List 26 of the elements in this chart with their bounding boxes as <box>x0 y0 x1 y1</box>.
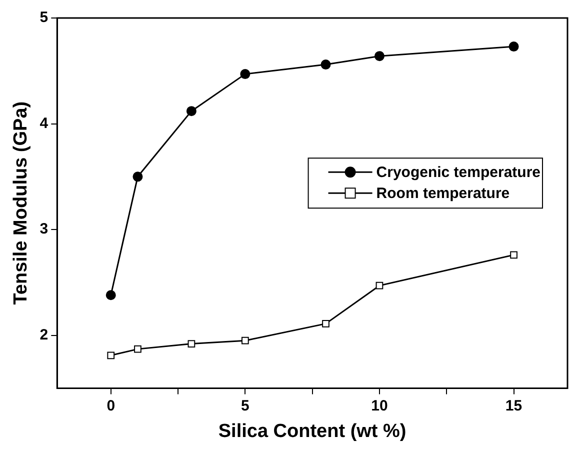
point <box>320 60 331 70</box>
x-tick-label: 15 <box>505 397 522 414</box>
x-tick-label: 10 <box>371 397 388 414</box>
point <box>186 106 196 116</box>
point <box>376 282 384 290</box>
point <box>134 345 142 353</box>
point <box>508 42 519 52</box>
x-tick-label: 5 <box>240 397 250 414</box>
point <box>188 340 196 348</box>
y-tick-label: 2 <box>40 326 48 344</box>
y-tick-label: 5 <box>40 9 48 26</box>
point <box>107 352 115 360</box>
point <box>106 290 116 300</box>
point <box>510 251 518 259</box>
x-tick-label: 0 <box>106 397 116 414</box>
x-axis-title: Silica Content (wt %) <box>218 420 406 442</box>
point <box>132 172 143 182</box>
legend-label: Room temperature <box>376 185 510 202</box>
y-tick-label: 3 <box>40 220 48 238</box>
point <box>240 69 250 80</box>
legend-label: Cryogenic temperature <box>376 164 540 182</box>
y-tick-label: 4 <box>40 114 49 132</box>
y-axis-title: Tensile Modulus (GPa) <box>10 101 32 305</box>
point <box>241 336 249 344</box>
point <box>322 320 330 328</box>
point <box>374 51 384 62</box>
